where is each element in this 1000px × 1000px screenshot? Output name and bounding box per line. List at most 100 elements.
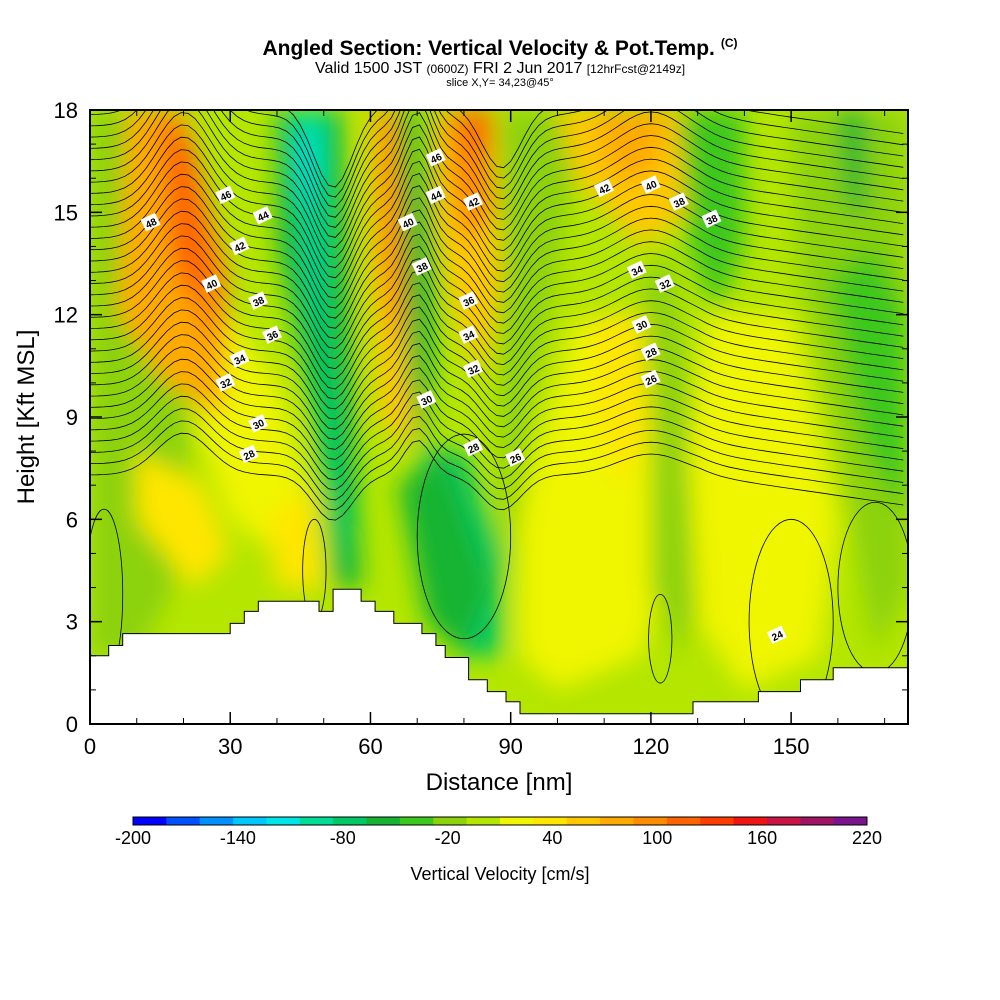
contour-label: 34 [458, 325, 479, 344]
chart-title-text: Angled Section: Vertical Velocity & Pot.… [262, 37, 715, 60]
colorbar-swatch [466, 817, 501, 825]
velocity-region [837, 110, 866, 213]
isentrope-line [90, 235, 904, 360]
velocity-region [791, 110, 908, 656]
y-tick-label: 12 [54, 303, 78, 328]
colorbar-swatch [800, 817, 835, 825]
contour-label: 28 [640, 342, 661, 362]
velocity-region [594, 110, 670, 179]
isentrope-line [90, 136, 904, 279]
contour-label-text: 28 [467, 442, 482, 457]
colorbar-swatch [666, 817, 701, 825]
y-axis-title: Height [Kft MSL] [13, 330, 40, 505]
contour-label-bg [215, 185, 236, 205]
isentrope-line [90, 110, 904, 228]
isentrope-line [90, 309, 904, 420]
isentrope-line [90, 110, 904, 238]
colorbar-label: 220 [852, 828, 882, 848]
colorbar-swatch [133, 817, 167, 825]
isentrope-line [90, 432, 904, 521]
isentrope-line [90, 297, 904, 410]
contour-label-bg [416, 390, 437, 409]
colorbar-swatch [700, 817, 735, 825]
contour-label-bg [458, 291, 479, 310]
contour-label-text: 28 [644, 346, 659, 361]
colorbar-title: Vertical Velocity [cm/s] [410, 864, 589, 884]
contour-label-bg [229, 349, 250, 368]
contour-label-bg [654, 274, 675, 293]
contour-label-bg [229, 236, 250, 256]
colorbar-label: 40 [542, 828, 562, 848]
contour-label: 30 [416, 390, 437, 409]
x-tick-label: 30 [218, 734, 242, 759]
contour-label: 38 [701, 209, 722, 229]
colorbar-swatch [266, 817, 301, 825]
contour-label-text: 32 [219, 377, 234, 392]
contour-label-text: 46 [219, 189, 234, 204]
isentrope-line [90, 371, 904, 471]
chart-title-unit: (C) [720, 36, 738, 50]
isentrope-line [90, 383, 904, 481]
subtitle-valid: Valid 1500 JST [314, 60, 422, 77]
low-level-contour [748, 518, 834, 724]
low-level-contour [416, 433, 512, 640]
isentrope-line [90, 112, 904, 259]
slice-info: slice X,Y= 34,23@45° [446, 77, 554, 89]
contour-label: 42 [593, 178, 614, 198]
contour-label-text: 36 [266, 329, 281, 344]
isentrope-line [90, 272, 904, 390]
contour-label-bg [201, 274, 222, 293]
x-tick-label: 150 [773, 734, 810, 759]
contour-label-bg [252, 205, 273, 225]
subtitle-zulu: (0600Z) [426, 62, 469, 76]
velocity-field [90, 110, 908, 690]
contour-label-text: 36 [462, 295, 477, 310]
isentrope-line [90, 198, 904, 329]
y-tick-label: 0 [66, 712, 78, 737]
colorbar-swatch [500, 817, 534, 825]
isentrope-line [90, 186, 904, 319]
x-tick-label: 120 [633, 734, 670, 759]
contour-label: 38 [248, 291, 269, 310]
potential-temperature-contours [90, 110, 908, 724]
contour-label-bg [505, 448, 526, 467]
isentrope-line [90, 284, 904, 400]
contour-label: 36 [458, 291, 479, 310]
low-level-contour [648, 593, 673, 684]
contour-label-bg [238, 444, 259, 464]
contour-labels: 48 46 44 42 40 38 36 34 32 30 28 46 44 42 40 38 36 34 32 30… [140, 148, 787, 645]
velocity-region [688, 314, 838, 690]
contour-label: 32 [463, 359, 484, 379]
colorbar-swatch [633, 817, 668, 825]
contour-label: 46 [425, 148, 446, 167]
colorbar-swatch [766, 817, 801, 825]
contour-label: 44 [252, 205, 273, 225]
colorbar-swatch [166, 817, 201, 825]
velocity-region [398, 451, 492, 656]
contour-label-text: 40 [205, 278, 220, 293]
velocity-region [501, 110, 586, 588]
contour-label-bg [215, 373, 236, 392]
subtitle-date: FRI 2 Jun 2017 [472, 60, 583, 77]
contour-label-bg [463, 359, 484, 379]
contour-label-text: 30 [635, 319, 650, 334]
isentrope-line [90, 408, 904, 501]
isentrope-line [90, 395, 904, 491]
contour-label-bg [425, 148, 446, 167]
contour-label-bg [262, 325, 283, 344]
y-tick-label: 18 [54, 98, 78, 123]
contour-label-bg [248, 414, 269, 433]
contour-label-text: 32 [467, 363, 482, 378]
contour-label: 30 [248, 414, 269, 433]
contour-label: 34 [626, 260, 647, 280]
contour-label: 40 [640, 175, 661, 194]
contour-label: 42 [229, 236, 250, 256]
contour-label-bg [463, 192, 484, 211]
contour-label: 40 [397, 212, 418, 232]
contour-label-text: 26 [509, 452, 524, 467]
contour-label-text: 32 [658, 278, 673, 293]
colorbar-swatch [833, 817, 868, 825]
subtitle-forecast: [12hrFcst@2149z] [586, 62, 686, 76]
colorbar-swatch [366, 817, 401, 825]
